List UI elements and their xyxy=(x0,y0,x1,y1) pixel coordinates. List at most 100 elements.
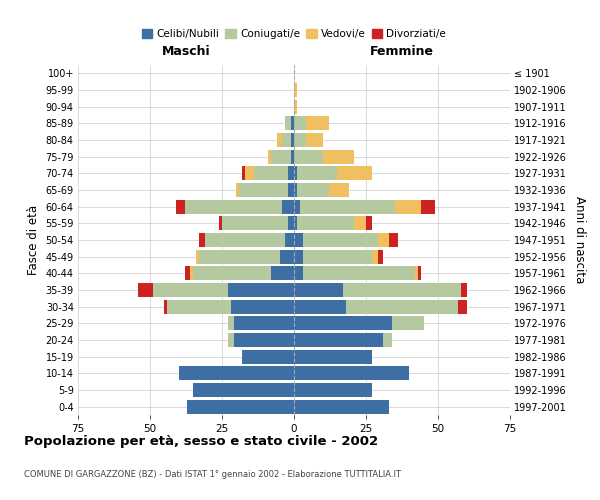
Bar xyxy=(222,216,288,230)
Bar xyxy=(288,216,294,230)
Bar xyxy=(294,316,392,330)
Bar xyxy=(337,166,372,180)
Bar xyxy=(294,250,302,264)
Bar xyxy=(245,166,254,180)
Bar xyxy=(199,233,205,247)
Bar xyxy=(329,183,349,197)
Bar xyxy=(461,283,467,297)
Bar xyxy=(297,216,355,230)
Bar xyxy=(205,233,286,247)
Bar xyxy=(288,183,294,197)
Bar xyxy=(297,183,329,197)
Text: Popolazione per età, sesso e stato civile - 2002: Popolazione per età, sesso e stato civil… xyxy=(24,435,378,448)
Bar xyxy=(392,316,424,330)
Bar xyxy=(305,133,323,147)
Bar xyxy=(228,333,233,347)
Bar xyxy=(383,333,392,347)
Bar xyxy=(294,116,305,130)
Bar xyxy=(283,200,294,214)
Bar xyxy=(271,266,294,280)
Bar xyxy=(286,233,294,247)
Bar xyxy=(294,183,297,197)
Text: Femmine: Femmine xyxy=(370,45,434,58)
Bar xyxy=(153,283,228,297)
Bar xyxy=(239,183,288,197)
Y-axis label: Fasce di età: Fasce di età xyxy=(27,205,40,275)
Bar xyxy=(230,300,294,314)
Bar xyxy=(355,216,366,230)
Bar xyxy=(294,283,343,297)
Bar xyxy=(277,133,283,147)
Bar xyxy=(323,150,355,164)
Bar xyxy=(187,400,294,414)
Text: COMUNE DI GARGAZZONE (BZ) - Dati ISTAT 1° gennaio 2002 - Elaborazione TUTTITALIA: COMUNE DI GARGAZZONE (BZ) - Dati ISTAT 1… xyxy=(24,470,401,479)
Bar xyxy=(294,366,409,380)
Bar xyxy=(294,100,297,114)
Legend: Celibi/Nubili, Coniugati/e, Vedovi/e, Divorziati/e: Celibi/Nubili, Coniugati/e, Vedovi/e, Di… xyxy=(137,24,451,43)
Bar xyxy=(294,133,305,147)
Bar xyxy=(193,266,271,280)
Bar xyxy=(377,250,383,264)
Bar xyxy=(196,250,199,264)
Bar xyxy=(242,350,294,364)
Bar xyxy=(185,200,283,214)
Bar xyxy=(254,166,288,180)
Bar xyxy=(271,150,291,164)
Bar xyxy=(372,250,377,264)
Bar xyxy=(233,316,294,330)
Bar xyxy=(199,250,280,264)
Bar xyxy=(242,166,245,180)
Bar xyxy=(294,400,389,414)
Bar xyxy=(294,166,297,180)
Bar xyxy=(377,233,389,247)
Bar xyxy=(291,150,294,164)
Bar xyxy=(190,266,193,280)
Bar xyxy=(294,216,297,230)
Bar xyxy=(280,250,294,264)
Bar xyxy=(236,183,239,197)
Bar xyxy=(164,300,167,314)
Bar xyxy=(294,300,346,314)
Bar xyxy=(167,300,230,314)
Bar xyxy=(294,233,302,247)
Bar xyxy=(294,333,383,347)
Bar xyxy=(346,300,458,314)
Bar xyxy=(294,83,297,97)
Bar xyxy=(294,350,372,364)
Bar xyxy=(286,116,291,130)
Bar xyxy=(343,283,461,297)
Bar xyxy=(389,233,398,247)
Bar xyxy=(228,283,294,297)
Bar xyxy=(228,316,233,330)
Bar xyxy=(415,266,418,280)
Bar xyxy=(179,366,294,380)
Text: Maschi: Maschi xyxy=(161,45,211,58)
Bar xyxy=(421,200,435,214)
Bar xyxy=(139,283,153,297)
Bar xyxy=(294,150,323,164)
Bar xyxy=(297,166,337,180)
Bar xyxy=(268,150,271,164)
Bar xyxy=(302,233,377,247)
Bar xyxy=(458,300,467,314)
Bar xyxy=(418,266,421,280)
Y-axis label: Anni di nascita: Anni di nascita xyxy=(572,196,586,284)
Bar xyxy=(185,266,190,280)
Bar xyxy=(288,166,294,180)
Bar xyxy=(294,200,300,214)
Bar xyxy=(294,266,302,280)
Bar xyxy=(219,216,222,230)
Bar xyxy=(294,383,372,397)
Bar xyxy=(176,200,185,214)
Bar xyxy=(283,133,291,147)
Bar xyxy=(291,116,294,130)
Bar xyxy=(366,216,372,230)
Bar xyxy=(302,266,415,280)
Bar xyxy=(291,133,294,147)
Bar xyxy=(395,200,421,214)
Bar xyxy=(193,383,294,397)
Bar xyxy=(300,200,395,214)
Bar xyxy=(302,250,372,264)
Bar xyxy=(233,333,294,347)
Bar xyxy=(305,116,329,130)
